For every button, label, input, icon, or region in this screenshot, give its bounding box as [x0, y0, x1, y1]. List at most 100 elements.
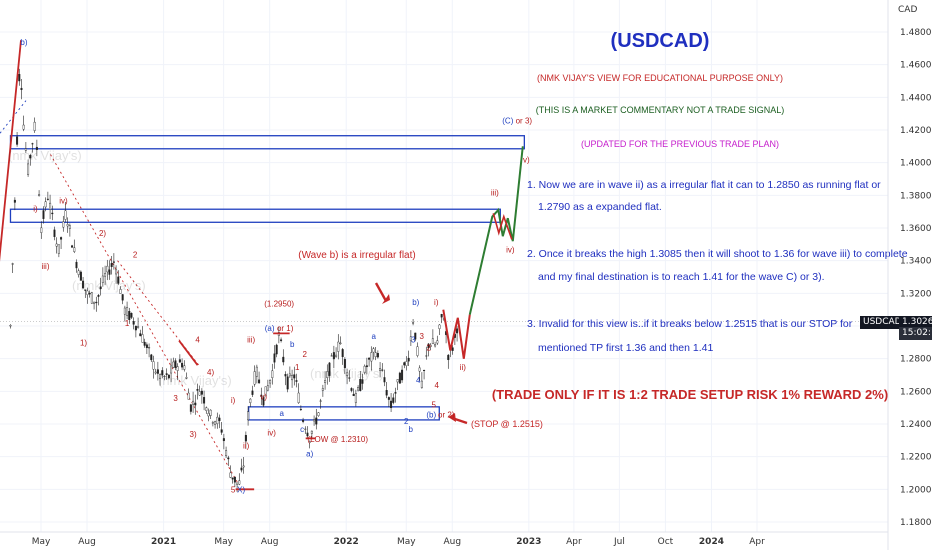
wave-label: 3	[420, 332, 425, 341]
candle-body	[414, 332, 417, 340]
candle-body	[123, 307, 126, 315]
zone-box	[247, 406, 440, 421]
candle-body	[139, 333, 142, 337]
y-tick-label: 1.18000	[900, 518, 932, 528]
candle-body	[117, 276, 120, 284]
candle-body	[57, 244, 60, 254]
candle-body	[154, 371, 157, 374]
candle-body	[60, 237, 63, 240]
candle-body	[253, 371, 256, 385]
candle-body	[24, 148, 27, 151]
candle-body	[269, 379, 272, 384]
candle-body	[451, 347, 454, 351]
candle-body	[66, 224, 69, 227]
candle-body	[192, 400, 195, 405]
candle-body	[119, 289, 122, 294]
candle-body	[167, 374, 170, 379]
candle-body	[156, 369, 159, 374]
wave-label: 4	[416, 376, 421, 385]
wave-labels: b)iv)iii)i)2)211)344)3)5 X)ii)i)iii)iv)v)…	[20, 38, 532, 495]
candle-body	[271, 370, 274, 378]
candle-body	[90, 292, 93, 304]
candle-body	[211, 422, 214, 424]
candle-body	[297, 392, 300, 403]
candle-body	[207, 413, 210, 417]
candle-body	[46, 198, 49, 200]
candle-body	[181, 362, 184, 368]
candle-body	[385, 390, 388, 396]
wave-label: iii)	[491, 188, 499, 197]
candle-body	[387, 397, 390, 400]
candle-body	[420, 380, 423, 388]
candle-body	[115, 269, 118, 275]
x-tick-label: May	[214, 537, 233, 547]
arrow-stop-head	[448, 413, 456, 422]
y-tick-label: 1.38000	[900, 191, 932, 201]
candle-body	[22, 124, 25, 130]
note-point1-line2: 1.2790 as a expanded flat.	[538, 201, 662, 213]
candle-body	[288, 373, 291, 377]
watermark-1: (nmk Vijay's)	[8, 148, 82, 163]
candle-body	[346, 372, 349, 376]
candle-body	[174, 360, 177, 368]
y-tick-label: 1.46000	[900, 61, 932, 71]
wave-label: i)	[33, 205, 38, 214]
y-tick-label: 1.48000	[900, 28, 932, 38]
candle-body	[394, 392, 397, 394]
x-tick-label: Jul	[613, 537, 625, 547]
wave-label: 2	[404, 417, 409, 426]
candle-body	[236, 482, 239, 485]
candle-body	[35, 146, 38, 150]
candle-body	[348, 377, 351, 379]
x-axis-ticks: May Aug 2021 May Aug 2022 May Aug 2023 Apr Jul Oct 2…	[32, 537, 765, 547]
y-tick-label: 1.28000	[900, 355, 932, 365]
candle-body	[357, 387, 360, 391]
candle-body	[264, 386, 267, 397]
countdown-tag: 15:02:14	[899, 327, 932, 340]
candle-body	[148, 347, 151, 349]
candle-body	[68, 225, 71, 229]
y-tick-label: 1.32000	[900, 289, 932, 299]
candle-body	[150, 354, 153, 361]
candle-body	[86, 290, 89, 295]
candle-body	[172, 361, 175, 368]
x-tick-label: May	[397, 537, 416, 547]
y-tick-label: 1.36000	[900, 224, 932, 234]
candle-body	[374, 352, 377, 358]
candle-body	[198, 391, 201, 396]
header-commentary: (THIS IS A MARKET COMMENTARY NOT A TRADE…	[536, 105, 785, 115]
candle-body	[291, 374, 294, 381]
candle-body	[258, 379, 261, 384]
candle-body	[165, 373, 168, 375]
wave-label: c	[300, 425, 304, 434]
candle-body	[295, 380, 298, 382]
candle-body	[214, 421, 217, 425]
channel-lower-line	[50, 154, 240, 485]
candle-body	[398, 372, 401, 384]
candle-body	[128, 311, 131, 320]
candle-body	[365, 365, 368, 368]
candle-body	[326, 371, 329, 378]
candle-body	[328, 362, 331, 376]
candle-body	[436, 340, 439, 344]
candle-body	[196, 389, 199, 391]
candle-body	[350, 388, 353, 391]
candle-body	[104, 273, 107, 277]
candle-body	[266, 385, 269, 391]
projection-red-zigzag	[492, 213, 513, 240]
candle-body	[99, 286, 102, 290]
candle-body	[227, 457, 230, 460]
wave-label: iii)	[42, 262, 50, 271]
wave-label: v)	[260, 393, 267, 402]
candle-body	[293, 374, 296, 379]
note-point2-line2: and my final destination is to reach 1.4…	[538, 271, 825, 283]
candle-body	[412, 322, 415, 324]
candle-body	[405, 361, 408, 366]
candle-body	[53, 229, 56, 237]
wave-label: (1.2950)	[264, 299, 294, 308]
impulse-line	[0, 40, 22, 262]
candle-body	[376, 353, 379, 358]
candle-body	[359, 378, 362, 391]
candle-body	[9, 325, 12, 327]
zone-box	[9, 208, 501, 223]
